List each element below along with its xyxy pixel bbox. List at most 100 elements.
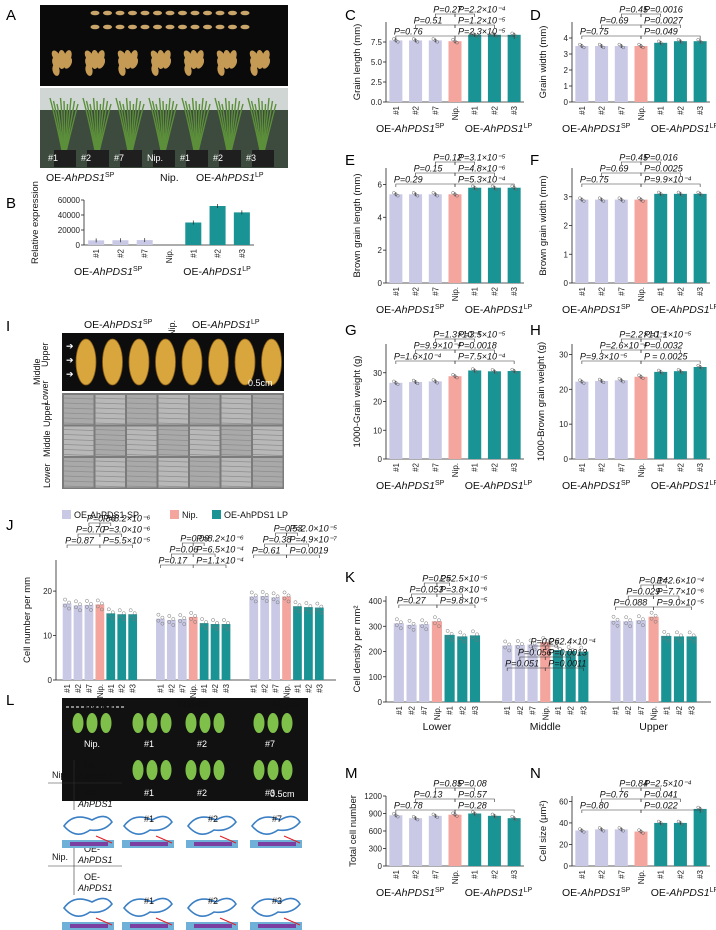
data-point	[431, 191, 435, 195]
p-value: P=0.69	[600, 16, 629, 26]
p-value: P=7.5×10⁻⁴	[458, 352, 506, 362]
p-value: P=0.86	[87, 514, 116, 524]
p-value: P=9.9×10⁻⁴	[414, 341, 462, 351]
data-point	[178, 613, 183, 617]
grain	[63, 57, 73, 69]
data-point	[110, 616, 115, 621]
bar	[260, 596, 270, 680]
bar	[634, 46, 648, 102]
sem-ridge	[252, 465, 283, 468]
bar	[673, 636, 685, 702]
green-grain	[146, 713, 158, 733]
data-point	[657, 190, 661, 195]
y-tick-label: 0	[564, 279, 569, 288]
y-tick-label: 900	[369, 810, 383, 819]
x-tick-label: #3	[510, 869, 519, 878]
group-label-lp: OE-AhPDS1LP	[651, 480, 716, 492]
bar	[468, 34, 482, 102]
x-tick-label: #1	[471, 286, 480, 295]
sem-tile	[64, 426, 94, 456]
y-axis-label: Grain length (mm)	[352, 24, 363, 101]
data-point	[85, 599, 89, 603]
data-point	[641, 45, 645, 50]
data-point	[193, 620, 198, 624]
p-bracket	[454, 809, 515, 813]
bar	[693, 193, 707, 283]
panel-a: A #1 #2 #7 Nip. #1 #2 #3 OE-AhPDS1SP Nip. OE-A…	[6, 5, 288, 184]
p-bracket	[454, 349, 495, 353]
seed	[140, 24, 150, 30]
y-axis-label: Grain width (mm)	[538, 26, 549, 99]
p-value: P=0.87	[65, 536, 95, 546]
data-point	[661, 42, 665, 46]
data-point	[653, 613, 658, 618]
seed	[165, 24, 175, 30]
seed-rows	[51, 10, 271, 76]
plant-label: #1	[180, 153, 190, 163]
y-tick-label: 10	[43, 632, 52, 641]
group-name: Lower	[86, 699, 115, 711]
x-tick-label: #1	[657, 869, 666, 878]
p-bracket	[436, 582, 450, 586]
y-tick-label: 0	[378, 698, 383, 707]
data-point	[700, 193, 704, 198]
sem-ridge	[63, 449, 94, 451]
data-point	[566, 651, 571, 655]
data-point	[264, 599, 269, 603]
bar	[575, 199, 589, 283]
y-tick-label: 4	[564, 34, 569, 43]
section-cells	[70, 842, 108, 846]
data-point	[132, 617, 137, 622]
panel-i: OE-AhPDS1SP Nip. OE-AhPDS1LP ➔ ➔ ➔ 0.5cm U…	[32, 319, 284, 489]
y-tick-label: 20000	[58, 226, 81, 235]
p-value: P=5.3×10⁻⁴	[458, 175, 506, 185]
bar	[389, 194, 403, 283]
p-value: P=0.61	[252, 546, 281, 556]
sem-ridge	[63, 407, 94, 410]
p-value: P=0.09	[180, 534, 209, 544]
p-value: P=0.25	[422, 574, 452, 584]
x-tick-label: #2	[408, 705, 417, 714]
y-tick-label: 3	[564, 50, 569, 59]
x-tick-label: #1	[395, 705, 404, 714]
data-point	[700, 808, 704, 813]
data-point	[435, 815, 439, 819]
sem-tile	[190, 395, 220, 425]
y-tick-label: 0	[564, 98, 569, 107]
p-value: P=2.2×10⁻⁴	[619, 330, 667, 340]
data-point	[282, 590, 287, 595]
green-grain	[213, 760, 225, 780]
p-value: P=2.3×10⁻⁵	[458, 27, 506, 37]
p-value: P=0.016	[644, 153, 678, 163]
sem-tile	[158, 426, 188, 456]
bar	[673, 822, 687, 866]
p-value: P=9.8×10⁻⁵	[440, 596, 488, 606]
data-point	[649, 616, 654, 621]
bar	[128, 614, 138, 680]
sem-ridge	[126, 429, 157, 431]
grain-closeup	[208, 338, 229, 386]
y-tick-label: 20	[559, 840, 568, 849]
sem-ridge	[95, 449, 126, 451]
bar	[117, 614, 127, 680]
bar	[62, 603, 72, 680]
sem-tile	[253, 458, 283, 488]
data-point	[319, 604, 324, 609]
data-point	[653, 619, 658, 624]
x-tick-label: #3	[510, 462, 519, 471]
sem-ridge	[158, 480, 189, 483]
panel-letter-c: C	[345, 7, 356, 24]
data-point	[451, 191, 455, 195]
data-point	[74, 605, 78, 610]
legend-swatch	[62, 510, 71, 519]
sem-ridge	[252, 434, 283, 436]
data-point	[424, 621, 429, 626]
x-tick-label: #7	[617, 869, 626, 878]
sem-ridge	[63, 422, 94, 425]
bar	[654, 822, 668, 866]
bar	[552, 650, 564, 702]
l-table-oe: OE-	[84, 760, 100, 770]
sem-ridge	[95, 485, 126, 488]
seed	[228, 24, 237, 30]
pot	[153, 150, 175, 167]
